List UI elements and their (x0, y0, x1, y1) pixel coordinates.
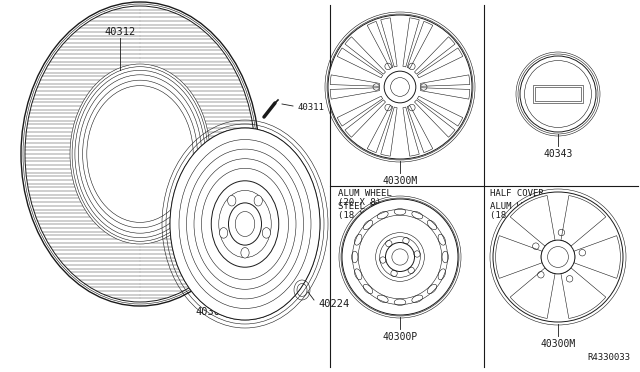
Wedge shape (330, 75, 380, 86)
Text: (20 X 8): (20 X 8) (338, 198, 381, 207)
Wedge shape (561, 196, 606, 246)
Text: 40343: 40343 (543, 149, 573, 159)
Ellipse shape (520, 56, 596, 132)
Ellipse shape (376, 232, 424, 281)
Ellipse shape (79, 75, 202, 233)
Ellipse shape (262, 228, 271, 238)
Text: 40312: 40312 (104, 27, 136, 37)
Wedge shape (403, 107, 419, 156)
Text: ALUM WHEEL: ALUM WHEEL (490, 202, 544, 211)
Wedge shape (420, 88, 470, 99)
Ellipse shape (87, 86, 193, 222)
Wedge shape (403, 18, 419, 67)
Text: 40300M: 40300M (540, 339, 575, 349)
Ellipse shape (342, 199, 458, 315)
Wedge shape (367, 105, 393, 153)
Wedge shape (415, 100, 455, 137)
Wedge shape (381, 107, 397, 156)
Ellipse shape (75, 70, 205, 238)
Wedge shape (330, 88, 380, 99)
Text: R4330033: R4330033 (587, 353, 630, 362)
Text: (18 X 9): (18 X 9) (338, 211, 381, 220)
Wedge shape (417, 48, 463, 78)
Wedge shape (407, 105, 433, 153)
Ellipse shape (328, 15, 472, 159)
Ellipse shape (228, 195, 236, 206)
Ellipse shape (211, 181, 279, 267)
Wedge shape (574, 235, 620, 278)
Ellipse shape (70, 64, 210, 244)
Wedge shape (407, 21, 433, 68)
Wedge shape (367, 21, 393, 68)
Wedge shape (381, 18, 397, 67)
Text: 40300P: 40300P (195, 307, 233, 317)
Text: 40300P: 40300P (382, 332, 418, 342)
Wedge shape (510, 268, 555, 318)
Text: 40300M: 40300M (382, 176, 418, 186)
Ellipse shape (358, 215, 442, 299)
Ellipse shape (541, 240, 575, 274)
Ellipse shape (241, 247, 249, 258)
Wedge shape (420, 75, 470, 86)
Wedge shape (345, 37, 385, 74)
Wedge shape (337, 48, 383, 78)
Ellipse shape (25, 6, 255, 302)
Text: (18 X 8): (18 X 8) (490, 211, 533, 220)
Ellipse shape (72, 67, 208, 241)
Ellipse shape (220, 228, 228, 238)
Wedge shape (561, 268, 606, 318)
Bar (535, 87, 581, 101)
Ellipse shape (384, 71, 416, 103)
Wedge shape (337, 96, 383, 126)
Wedge shape (510, 196, 555, 246)
Text: HALF COVER: HALF COVER (490, 189, 544, 198)
Bar (533, 86, 582, 103)
Wedge shape (415, 37, 455, 74)
Text: STEEL WHEEL: STEEL WHEEL (338, 202, 397, 211)
Ellipse shape (254, 195, 262, 206)
Ellipse shape (83, 80, 197, 228)
Text: 40224: 40224 (318, 299, 349, 309)
Wedge shape (495, 235, 542, 278)
Text: ALUM WHEEL: ALUM WHEEL (338, 189, 392, 198)
Text: 40311: 40311 (298, 103, 325, 112)
Ellipse shape (493, 192, 623, 322)
Text: NISSAN: NISSAN (544, 90, 572, 99)
Ellipse shape (170, 128, 320, 320)
Wedge shape (417, 96, 463, 126)
Wedge shape (345, 100, 385, 137)
